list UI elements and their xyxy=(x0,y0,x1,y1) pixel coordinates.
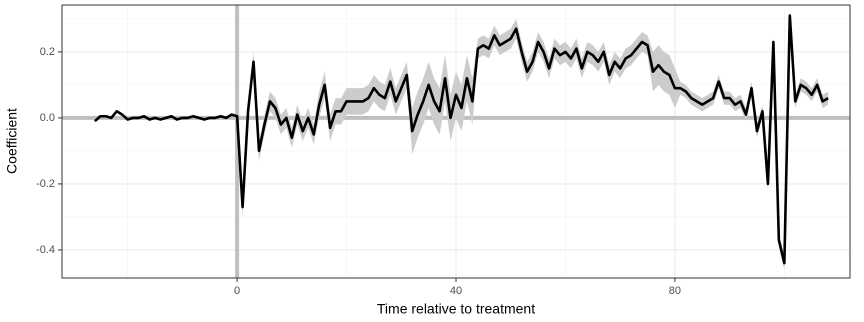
y-tick-label: 0.2 xyxy=(40,46,55,58)
x-tick-label: 80 xyxy=(669,285,681,297)
data-line xyxy=(93,14,829,265)
x-tick-label: 40 xyxy=(450,285,462,297)
y-tick-label: -0.4 xyxy=(36,244,55,256)
y-axis-title: Coefficient xyxy=(4,108,20,174)
panel-border xyxy=(61,4,851,279)
x-axis-title: Time relative to treatment xyxy=(377,301,535,317)
y-tick-label: -0.2 xyxy=(36,178,55,190)
y-tick-label: 0.0 xyxy=(40,112,55,124)
x-tick-label: 0 xyxy=(234,285,240,297)
